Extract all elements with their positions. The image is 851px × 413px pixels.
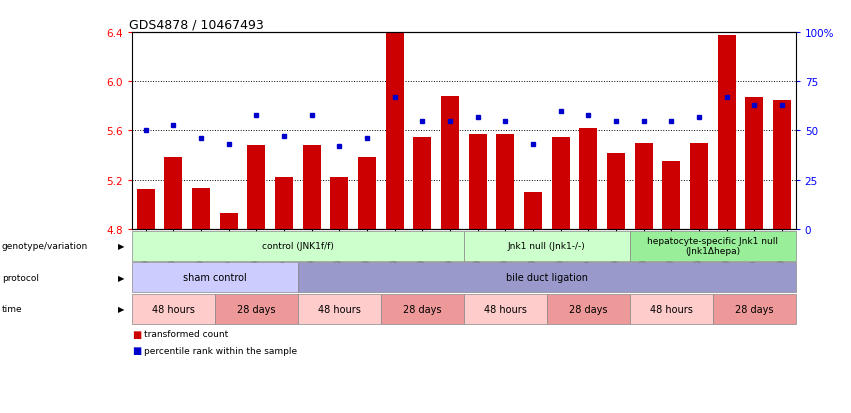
Text: ▶: ▶ [118,273,125,282]
Text: percentile rank within the sample: percentile rank within the sample [144,346,297,355]
Bar [192,189,210,229]
Text: 28 days: 28 days [237,304,276,314]
Text: GDS4878 / 10467493: GDS4878 / 10467493 [129,19,263,32]
Text: protocol: protocol [2,273,38,282]
Bar [137,190,155,229]
Bar [662,162,680,229]
Text: ■: ■ [132,346,141,356]
Bar [773,100,791,229]
Bar [551,137,569,229]
Text: 48 hours: 48 hours [152,304,195,314]
Bar [358,158,376,229]
Text: bile duct ligation: bile duct ligation [505,273,588,282]
Text: 48 hours: 48 hours [650,304,693,314]
Bar [303,146,321,229]
Text: time: time [2,304,22,313]
Bar [524,192,542,229]
Bar [607,153,625,229]
Bar [580,129,597,229]
Text: genotype/variation: genotype/variation [2,242,88,251]
Text: 28 days: 28 days [569,304,608,314]
Bar [386,18,403,229]
Bar [275,178,293,229]
Bar [414,137,431,229]
Bar [164,158,182,229]
Text: ▶: ▶ [118,242,125,251]
Bar [496,135,514,229]
Bar [248,146,266,229]
Bar [717,36,735,229]
Bar [441,97,459,229]
Bar [330,178,348,229]
Bar [690,143,708,229]
Text: transformed count: transformed count [144,330,228,339]
Bar [469,135,487,229]
Text: 48 hours: 48 hours [318,304,361,314]
Text: sham control: sham control [183,273,247,282]
Text: Jnk1 null (Jnk1-/-): Jnk1 null (Jnk1-/-) [508,242,585,251]
Text: 28 days: 28 days [735,304,774,314]
Text: control (JNK1f/f): control (JNK1f/f) [262,242,334,251]
Bar [635,143,653,229]
Bar [745,98,763,229]
Bar [220,213,237,229]
Text: ▶: ▶ [118,304,125,313]
Text: 48 hours: 48 hours [484,304,527,314]
Text: 28 days: 28 days [403,304,442,314]
Text: ■: ■ [132,329,141,339]
Text: hepatocyte-specific Jnk1 null
(Jnk1Δhepa): hepatocyte-specific Jnk1 null (Jnk1Δhepa… [648,237,778,256]
